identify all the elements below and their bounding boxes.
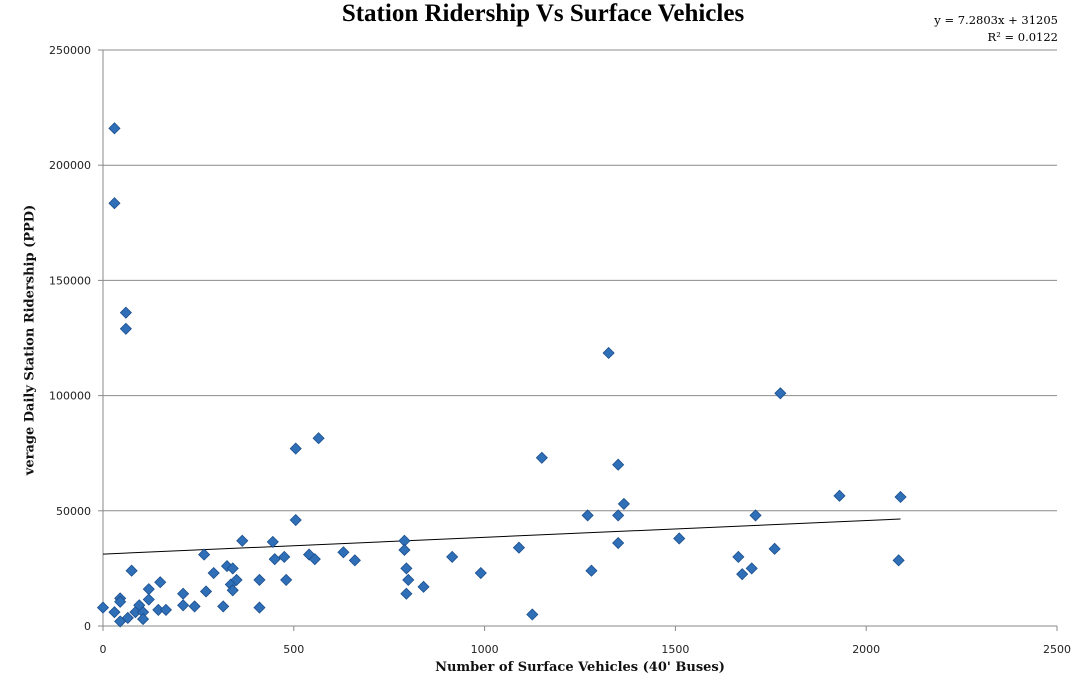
x-tick-label: 2500 — [1043, 643, 1071, 656]
data-point — [119, 306, 132, 319]
chart-title: Station Ridership Vs Surface Vehicles — [341, 0, 745, 27]
y-tick-label: 250000 — [49, 44, 91, 57]
y-tick-label: 50000 — [56, 505, 91, 518]
x-tick-label: 1500 — [661, 643, 689, 656]
gridlines — [103, 49, 1057, 512]
data-point — [278, 550, 291, 563]
x-tick-label: 2000 — [852, 643, 880, 656]
data-point — [402, 573, 415, 586]
data-points — [96, 122, 907, 628]
y-tick-label: 150000 — [49, 274, 91, 287]
data-point — [474, 566, 487, 580]
data-point — [581, 509, 594, 522]
data-point — [602, 346, 615, 360]
data-point — [417, 580, 430, 593]
y-tick-labels: 0 50000 100000 150000 200000 250000 — [49, 44, 91, 633]
y-tick-label: 0 — [84, 620, 91, 633]
data-point — [253, 601, 266, 614]
data-point — [121, 611, 134, 625]
data-point — [612, 509, 625, 522]
data-point — [137, 613, 150, 626]
data-point — [446, 550, 459, 563]
data-point — [398, 543, 411, 557]
data-point — [230, 573, 243, 586]
data-point — [125, 564, 138, 577]
x-axis-label: Number of Surface Vehicles (40' Buses) — [435, 660, 725, 675]
data-point — [732, 550, 745, 563]
data-point — [199, 585, 213, 598]
data-point — [226, 562, 239, 575]
data-point — [400, 587, 413, 600]
data-point — [108, 122, 121, 135]
data-point — [308, 553, 321, 566]
data-point — [188, 600, 201, 613]
data-point — [400, 562, 413, 575]
data-point — [512, 541, 526, 554]
data-point — [114, 595, 127, 608]
data-point — [280, 573, 293, 586]
data-point — [736, 568, 749, 581]
data-point — [108, 197, 121, 210]
data-point — [612, 458, 625, 471]
data-point — [892, 554, 905, 567]
trendline-formula: y = 7.2803x + 31205 — [934, 13, 1058, 27]
data-point — [348, 554, 361, 567]
data-point — [236, 534, 249, 547]
data-point — [617, 497, 630, 510]
trendline-equation: y = 7.2803x + 31205 R² = 0.0122 — [934, 12, 1058, 46]
data-point — [289, 442, 302, 455]
data-point — [226, 584, 239, 597]
data-point — [142, 583, 155, 596]
data-point — [774, 387, 787, 400]
trendline — [102, 518, 901, 555]
data-point — [142, 593, 155, 606]
data-point — [745, 562, 758, 575]
data-point — [268, 553, 281, 566]
y-axis-label: verage Daily Station Ridership (PPD) — [22, 204, 38, 476]
trendline-group — [102, 518, 901, 555]
data-point — [266, 535, 279, 548]
x-tick-label: 500 — [283, 643, 304, 656]
data-point — [768, 542, 781, 555]
data-point — [612, 536, 625, 550]
data-point — [535, 451, 548, 464]
x-tick-label: 0 — [100, 643, 107, 656]
data-point — [108, 606, 121, 619]
data-point — [177, 599, 190, 612]
data-point — [217, 600, 230, 613]
data-point — [96, 601, 110, 614]
data-point — [159, 603, 173, 616]
data-point — [749, 509, 762, 522]
data-point — [526, 608, 539, 621]
data-point — [177, 587, 190, 600]
data-point — [253, 573, 266, 586]
data-point — [207, 566, 220, 580]
data-point — [337, 546, 350, 559]
data-point — [119, 322, 132, 335]
data-point — [198, 548, 211, 561]
trendline-r-squared: R² = 0.0122 — [987, 30, 1058, 44]
axes — [98, 49, 1058, 631]
x-tick-label: 1000 — [471, 643, 499, 656]
x-tick-labels: 0 500 1000 1500 2000 2500 — [100, 643, 1072, 656]
data-point — [673, 532, 686, 545]
data-point — [312, 432, 325, 445]
y-tick-label: 200000 — [49, 159, 91, 172]
y-tick-label: 100000 — [49, 390, 91, 403]
data-point — [833, 489, 846, 502]
data-point — [154, 576, 167, 589]
data-point — [894, 490, 907, 504]
data-point — [289, 513, 302, 527]
data-point — [585, 564, 598, 577]
